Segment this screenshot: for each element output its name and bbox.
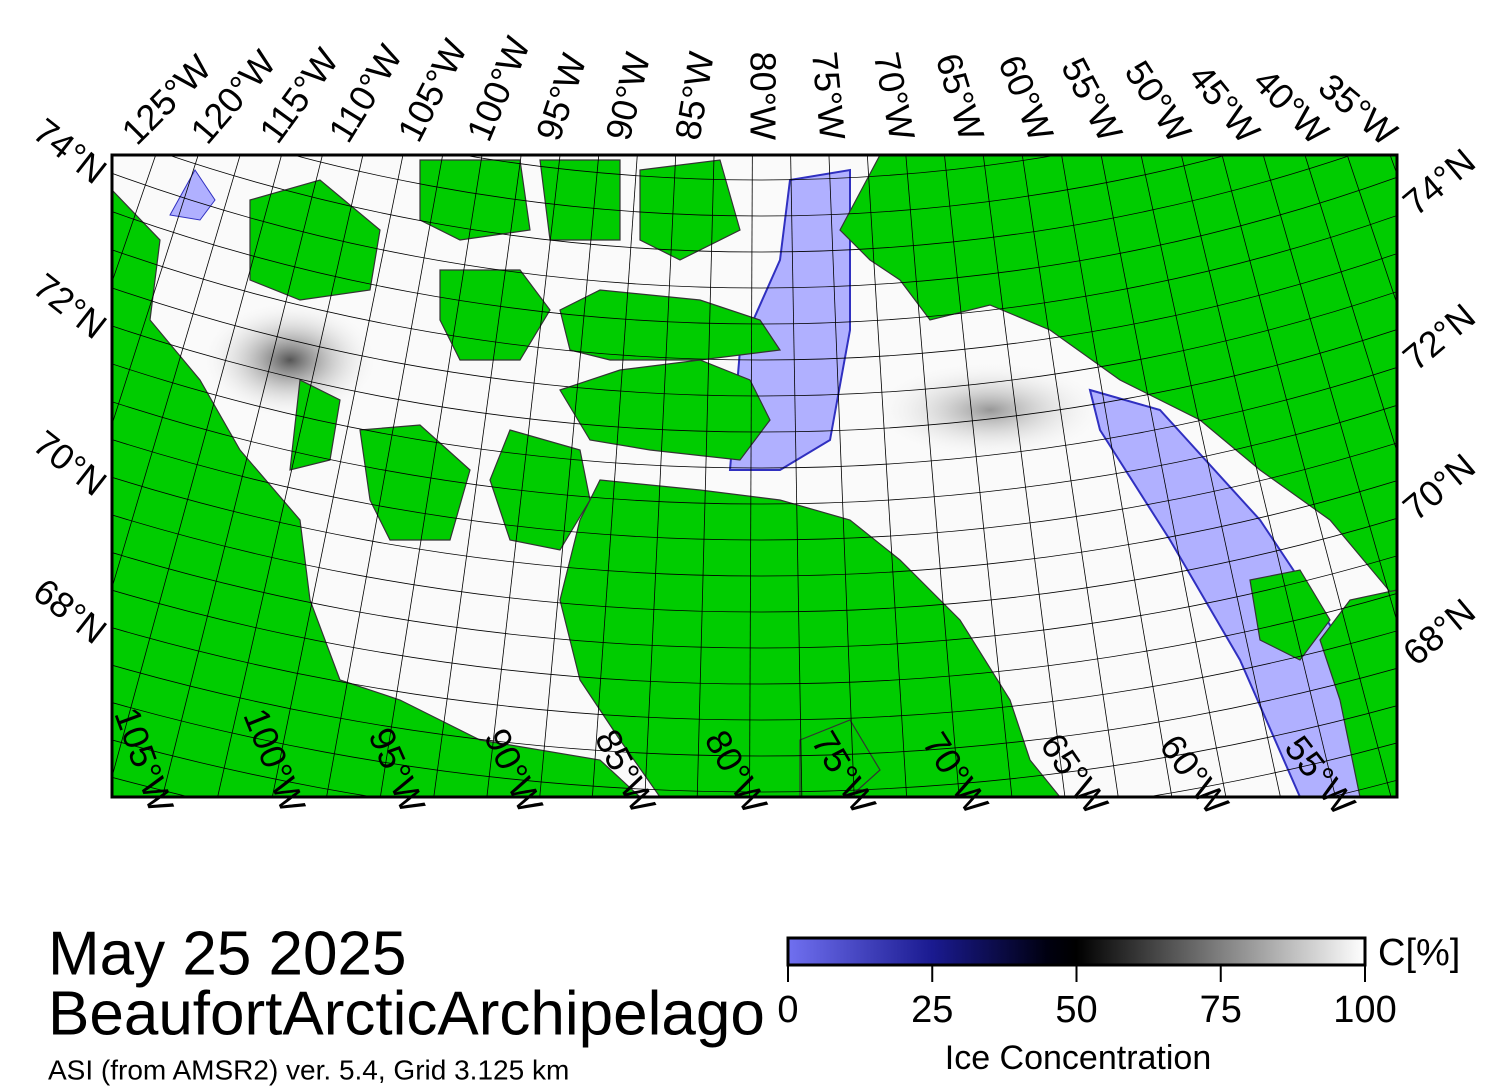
meridian — [326, 155, 444, 797]
meridian — [112, 155, 241, 590]
top-longitude-label: 50°W — [1117, 53, 1200, 149]
meridian — [161, 155, 323, 797]
right-latitude-label: 74°N — [1395, 140, 1483, 223]
top-longitude-label: 45°W — [1181, 56, 1268, 151]
meridian — [112, 155, 199, 426]
meridian — [1100, 155, 1227, 797]
left-latitude-label: 70°N — [26, 422, 115, 504]
top-longitude-label: 55°W — [1053, 51, 1130, 148]
colorbar-tick-label: 75 — [1200, 989, 1242, 1031]
meridian — [379, 155, 483, 797]
top-longitude-label: 70°W — [866, 49, 923, 144]
colorbar-tick-label: 100 — [1333, 989, 1396, 1031]
meridian — [1221, 155, 1392, 797]
date: May 25 2025 — [48, 919, 406, 988]
colorbar — [786, 936, 1367, 967]
ice-variation — [870, 360, 1110, 460]
map-frame — [110, 153, 1399, 799]
land — [112, 155, 1397, 797]
meridian — [1304, 155, 1397, 453]
colorbar-tick-label: 50 — [1055, 989, 1097, 1031]
top-longitude-label: 85°W — [667, 49, 722, 143]
top-longitude-label: 100°W — [458, 31, 538, 147]
ice-variation — [200, 300, 380, 420]
meridian — [866, 155, 908, 797]
meridian — [790, 155, 803, 797]
meridian — [271, 155, 404, 797]
meridian — [433, 155, 522, 797]
colorbar-tick-label: 0 — [777, 989, 798, 1031]
meridian — [696, 155, 715, 797]
right-latitude-label: 72°N — [1395, 295, 1483, 378]
meridian — [644, 155, 677, 797]
meridian — [1061, 155, 1173, 797]
graticule — [0, 0, 1512, 806]
left-latitude-label: 72°N — [26, 265, 115, 347]
top-longitude-label: 95°W — [528, 49, 595, 146]
colorbar-unit: C[%] — [1378, 932, 1460, 974]
left-latitude-label: 74°N — [26, 110, 115, 192]
source: ASI (from AMSR2) ver. 5.4, Grid 3.125 km — [48, 1054, 569, 1085]
region: BeaufortArcticArchipelago — [48, 979, 765, 1048]
meridian — [982, 155, 1066, 797]
meridian — [1438, 0, 1512, 784]
meridian — [0, 0, 35, 752]
meridian — [1021, 155, 1119, 797]
top-longitude-label: 90°W — [597, 49, 658, 145]
meridian — [828, 155, 855, 797]
left-latitude-label: 68°N — [26, 570, 115, 652]
meridian — [1505, 0, 1512, 737]
meridian — [905, 155, 960, 797]
open-water — [1088, 388, 1382, 797]
top-longitude-label: 60°W — [990, 49, 1061, 146]
meridian — [112, 155, 282, 779]
meridian — [1472, 0, 1512, 761]
meridian — [944, 155, 1013, 797]
map-body — [0, 0, 1512, 806]
meridian — [1262, 155, 1397, 623]
top-longitude-label: 35°W — [1311, 65, 1405, 153]
meridian — [1180, 155, 1336, 797]
top-longitude-label: 75°W — [804, 50, 853, 142]
meridian — [539, 155, 600, 797]
meridian — [749, 155, 753, 797]
colorbar-label: Ice Concentration — [945, 1039, 1212, 1077]
meridian — [1140, 155, 1281, 797]
meridian — [217, 155, 364, 797]
top-longitude-label: 65°W — [928, 49, 993, 145]
top-longitude-label: 80°W — [742, 52, 783, 140]
right-latitude-label: 70°N — [1395, 445, 1483, 528]
right-latitude-label: 68°N — [1395, 590, 1483, 673]
meridian — [591, 155, 638, 797]
meridian — [0, 0, 1, 727]
colorbar-tick-label: 25 — [911, 989, 953, 1031]
meridian — [486, 155, 561, 797]
meridian — [1404, 0, 1512, 806]
